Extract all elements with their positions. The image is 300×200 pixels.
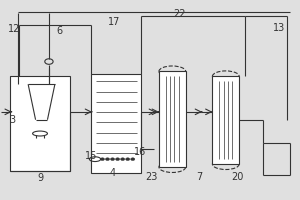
Text: 16: 16 <box>134 147 147 157</box>
Bar <box>10 76 70 171</box>
Text: 13: 13 <box>273 23 285 33</box>
Text: 9: 9 <box>37 173 43 183</box>
Circle shape <box>131 158 135 161</box>
Bar <box>91 74 141 173</box>
Circle shape <box>121 158 125 161</box>
Text: 12: 12 <box>8 24 20 34</box>
Text: 22: 22 <box>173 9 186 19</box>
Circle shape <box>105 158 110 161</box>
Text: 6: 6 <box>56 26 62 36</box>
Circle shape <box>100 158 104 161</box>
Text: 3: 3 <box>10 115 16 125</box>
Text: 15: 15 <box>85 151 97 161</box>
Text: 23: 23 <box>145 172 158 182</box>
Text: 4: 4 <box>110 168 116 178</box>
Circle shape <box>116 158 120 161</box>
Text: 7: 7 <box>196 172 202 182</box>
Text: 20: 20 <box>232 172 244 182</box>
Bar <box>212 76 239 164</box>
Text: 17: 17 <box>108 17 121 27</box>
Circle shape <box>126 158 130 161</box>
Bar <box>159 71 186 167</box>
Circle shape <box>110 158 115 161</box>
